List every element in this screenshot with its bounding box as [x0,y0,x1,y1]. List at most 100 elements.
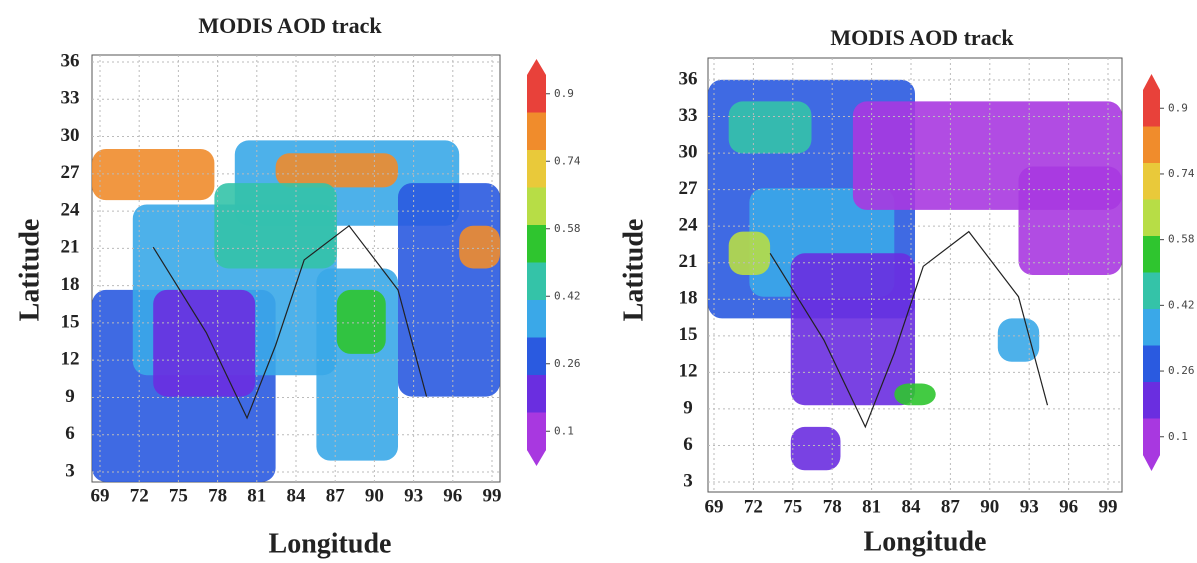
colorbar-segment [1143,199,1160,237]
aod-patch [1018,166,1122,275]
x-tick-label: 93 [404,485,423,506]
colorbar-segment [527,300,546,338]
y-tick-label: 36 [679,68,698,89]
aod-patch [336,289,386,354]
colorbar-segment [527,112,546,151]
colorbar-tick-label: 0.58 [554,222,581,235]
aod-patch [790,426,841,471]
y-tick-label: 30 [61,125,80,146]
y-tick-label: 30 [679,141,698,162]
x-tick-label: 90 [365,485,384,506]
y-tick-label: 3 [683,470,693,491]
colorbar-segment [1143,126,1160,164]
x-tick-label: 78 [823,496,842,517]
colorbar-segment [527,225,546,263]
colorbar-segment [1143,90,1160,127]
aod-patch [459,225,500,269]
panel-title: MODIS AOD track [830,25,1014,50]
aod-patch [894,383,936,406]
x-axis-label: Longitude [269,528,392,559]
aod-patch [728,231,771,275]
colorbar-tick-label: 0.42 [554,289,581,302]
x-tick-label: 81 [862,496,881,517]
aod-patch [997,318,1040,362]
colorbar-tick-label: 0.74 [554,154,581,167]
y-tick-label: 18 [61,274,80,295]
colorbar-arrow [527,59,546,75]
colorbar-segment [1143,236,1160,273]
y-tick-label: 24 [61,199,81,220]
colorbar-tick-label: 0.26 [554,357,581,370]
y-tick-label: 12 [679,361,698,382]
colorbar-segment [1143,309,1160,346]
coastline [152,224,428,420]
colorbar-segment [527,337,546,376]
x-tick-label: 84 [902,496,922,517]
colorbar-tick-label: 0.26 [1168,364,1195,377]
y-tick-label: 33 [61,88,80,109]
coastline [769,230,1049,429]
y-tick-label: 24 [679,215,699,236]
colorbar-segment [527,150,546,188]
y-tick-label: 18 [679,288,698,309]
colorbar-tick-label: 0.1 [1168,430,1188,443]
colorbar-tick-label: 0.9 [1168,101,1188,114]
colorbar-segment [1143,382,1160,419]
aod-patch [92,148,215,201]
aod-patch [275,153,398,188]
x-tick-label: 81 [247,485,266,506]
x-tick-label: 96 [443,485,462,506]
y-tick-label: 6 [683,434,693,455]
y-tick-label: 3 [65,460,75,481]
y-axis-label: Latitude [14,219,45,322]
x-tick-label: 93 [1020,496,1039,517]
aod-patch [214,183,337,269]
x-tick-label: 72 [744,496,763,517]
colorbar-segment [527,75,546,113]
x-tick-label: 87 [941,496,961,517]
colorbar-tick-label: 0.74 [1168,167,1195,180]
y-tick-label: 21 [61,237,80,258]
colorbar-segment [1143,272,1160,310]
colorbar-tick-label: 0.58 [1168,233,1195,246]
colorbar-segment [1143,163,1160,200]
aod-patch [790,253,915,406]
y-axis-label: Latitude [618,219,649,322]
x-tick-label: 75 [169,485,188,506]
colorbar-arrow [527,450,546,466]
x-tick-label: 78 [208,485,227,506]
colorbar-segment [527,262,546,301]
map-panel: 69 72 75 78 81 84 87 90 93 96 99369121518212427303… [618,25,1194,557]
y-tick-label: 6 [65,423,75,444]
y-tick-label: 27 [61,162,81,183]
x-tick-label: 75 [783,496,802,517]
x-axis-label: Longitude [864,526,987,557]
aod-patch [728,101,812,154]
x-tick-label: 90 [980,496,999,517]
colorbar-segment [1143,418,1160,456]
y-tick-label: 9 [65,386,75,407]
x-tick-label: 99 [1099,496,1118,517]
x-tick-label: 96 [1059,496,1078,517]
y-tick-label: 12 [61,349,80,370]
colorbar-tick-label: 0.42 [1168,298,1195,311]
x-tick-label: 84 [287,485,307,506]
y-tick-label: 21 [679,251,698,272]
y-tick-label: 9 [683,397,693,418]
y-tick-label: 15 [679,324,698,345]
aod-patch [153,289,256,397]
x-tick-label: 99 [483,485,502,506]
y-tick-label: 33 [679,105,698,126]
colorbar-tick-label: 0.9 [554,87,574,100]
colorbar-segment [1143,345,1160,383]
map-panel: 69 72 75 78 81 84 87 90 93 96 99369121518212427303… [14,13,580,559]
y-tick-label: 27 [679,178,699,199]
y-tick-label: 15 [61,311,80,332]
colorbar-arrow [1143,74,1160,90]
x-tick-label: 72 [130,485,149,506]
x-tick-label: 69 [91,485,110,506]
x-tick-label: 69 [705,496,724,517]
panel-title: MODIS AOD track [198,13,382,38]
x-tick-label: 87 [326,485,346,506]
